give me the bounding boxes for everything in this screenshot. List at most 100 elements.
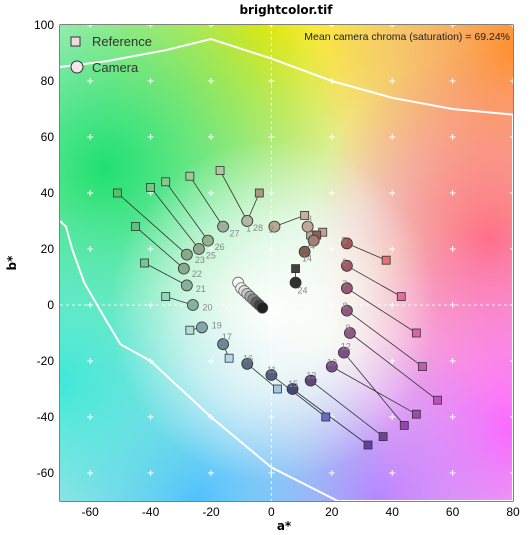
grid-cross	[449, 470, 456, 476]
patch-label-17: 17	[222, 332, 232, 342]
camera-point-9	[344, 327, 356, 339]
y-tick-label: 100	[34, 18, 54, 32]
camera-point-12	[337, 346, 350, 359]
grid-cross	[389, 358, 396, 364]
camera-point-26	[202, 234, 214, 247]
grid-cross	[328, 246, 335, 252]
grid-cross	[389, 190, 396, 196]
connector-line-16	[246, 363, 278, 390]
grid-cross	[449, 358, 456, 364]
connector-lines	[117, 170, 438, 446]
connector-line-5	[346, 243, 387, 261]
grid-cross	[268, 78, 275, 84]
x-axis-title: a*	[277, 519, 292, 533]
reference-point-19	[185, 325, 195, 335]
patch-label-27: 27	[229, 228, 239, 238]
grid-cross	[268, 358, 275, 364]
camera-point-24	[289, 276, 302, 289]
grid-cross	[328, 302, 335, 308]
data-marks	[112, 166, 442, 450]
grid-cross	[87, 470, 94, 476]
grid-cross	[147, 302, 154, 308]
grid-cross	[147, 78, 154, 84]
reference-point-20	[161, 292, 171, 302]
reference-point-21	[140, 258, 149, 268]
grid-cross	[389, 134, 396, 140]
camera-point-15	[286, 383, 299, 395]
grid-cross	[510, 414, 513, 420]
reference-point-10	[411, 409, 421, 419]
reference-point-27	[185, 171, 195, 181]
grid-cross	[328, 134, 335, 140]
camera-point-21	[180, 279, 193, 292]
grid-cross	[87, 302, 94, 308]
x-tick-label: 0	[268, 505, 275, 519]
grid-cross	[87, 25, 94, 28]
grid-cross	[328, 25, 335, 28]
reference-point-15	[363, 440, 373, 450]
grid-cross	[208, 25, 214, 28]
patch-label-23: 23	[195, 255, 205, 265]
camera-point-25	[193, 243, 205, 255]
reference-point-7	[411, 328, 421, 338]
reference-point-8	[417, 362, 427, 372]
gamut-boundary	[60, 37, 513, 501]
grid-cross	[328, 470, 335, 476]
patch-label-26: 26	[215, 242, 225, 252]
patch-label-3: 3	[307, 214, 312, 224]
patch-label-9: 9	[346, 323, 351, 333]
grid-cross	[147, 414, 154, 420]
connector-line-26	[165, 181, 209, 241]
camera-point-14	[298, 245, 311, 258]
patch-label-24: 24	[298, 286, 308, 296]
patch-label-25: 25	[206, 250, 216, 260]
x-tick-label: 80	[506, 505, 520, 519]
camera-point-11	[265, 369, 278, 381]
patch-label-6: 6	[342, 257, 347, 267]
x-tick-label: -40	[142, 505, 160, 519]
patch-label-10: 10	[327, 358, 337, 368]
patch-label-2: 2	[269, 224, 274, 234]
camera-point-7	[340, 282, 353, 295]
connector-line-23	[117, 192, 188, 255]
grid-cross	[328, 190, 335, 196]
grid-cross	[268, 414, 275, 420]
reference-point-11	[321, 412, 331, 422]
grid-cross	[510, 358, 513, 364]
camera-point-23	[180, 248, 193, 261]
reference-point-26	[161, 177, 171, 187]
camera-point-19	[196, 321, 208, 334]
grid-cross	[449, 190, 456, 196]
reference-point-5	[381, 255, 391, 265]
camera-point-22	[177, 262, 190, 275]
grid-cross	[268, 134, 275, 140]
y-tick-label: -20	[37, 354, 55, 368]
y-tick-label: 0	[47, 298, 54, 312]
grid-cross	[510, 246, 513, 252]
connector-line-8	[346, 310, 423, 367]
patch-label-22: 22	[192, 269, 202, 279]
patch-label-28: 28	[253, 223, 263, 233]
gamut-boundary-layer	[60, 37, 513, 501]
patch-label-21: 21	[196, 284, 206, 294]
patch-label-15: 15	[288, 379, 298, 389]
grid-cross	[208, 302, 214, 308]
grid-cross	[449, 414, 456, 420]
camera-point-3	[301, 220, 314, 233]
grid-cross	[268, 246, 275, 252]
grid-cross	[510, 190, 513, 196]
x-tick-label: 60	[446, 505, 460, 519]
grid-cross	[268, 302, 275, 308]
neutral-point-9	[256, 301, 269, 314]
color-background	[60, 25, 513, 501]
legend-camera-marker	[70, 60, 84, 74]
tick-labels: -60 -40 -20 0 20 40 60 80 -60 -40 -20 0 20 40 60 80 100	[34, 18, 520, 519]
grid-cross	[208, 470, 214, 476]
camera-point-16	[241, 357, 254, 370]
connector-line-21	[144, 262, 188, 286]
connector-line-12	[343, 352, 405, 426]
grid-cross	[208, 246, 214, 252]
reference-point-23	[112, 188, 122, 198]
grid-cross	[147, 246, 154, 252]
connector-line-6	[346, 265, 402, 297]
